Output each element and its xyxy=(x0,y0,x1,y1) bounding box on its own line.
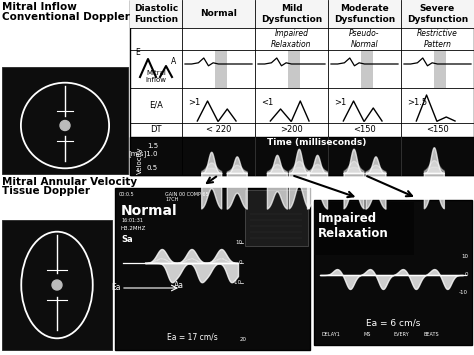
Text: 20: 20 xyxy=(240,337,247,342)
Text: 1.5: 1.5 xyxy=(147,143,158,149)
Text: Ea = 17 cm/s: Ea = 17 cm/s xyxy=(167,333,218,342)
Text: 00:0.5: 00:0.5 xyxy=(119,192,135,197)
Text: 0: 0 xyxy=(238,261,242,266)
Bar xyxy=(361,50,373,88)
Text: E: E xyxy=(136,48,140,57)
Text: Moderate
Dysfunction: Moderate Dysfunction xyxy=(334,4,395,24)
Text: 10: 10 xyxy=(461,255,468,260)
Bar xyxy=(2,220,112,350)
Text: Normal: Normal xyxy=(200,10,237,18)
Text: 0: 0 xyxy=(465,273,468,278)
Text: Mitral
Inflow: Mitral Inflow xyxy=(146,70,166,83)
Bar xyxy=(130,137,474,175)
Bar xyxy=(314,202,414,255)
Text: Mitral Inflow: Mitral Inflow xyxy=(2,2,77,12)
Text: Sa: Sa xyxy=(121,235,133,245)
Text: Velocity: Velocity xyxy=(137,146,143,174)
Bar xyxy=(434,50,446,88)
Text: <1: <1 xyxy=(261,98,273,107)
Text: -10: -10 xyxy=(459,290,468,295)
Text: Diastolic
Function: Diastolic Function xyxy=(134,4,178,24)
Text: -10: -10 xyxy=(233,280,242,285)
Bar xyxy=(215,50,227,88)
Text: <150: <150 xyxy=(426,126,449,135)
Bar xyxy=(245,190,308,246)
Text: A: A xyxy=(172,57,177,66)
Text: <150: <150 xyxy=(353,126,376,135)
Bar xyxy=(130,0,474,175)
Text: EVERY: EVERY xyxy=(394,332,410,337)
Text: Impaired
Relaxation: Impaired Relaxation xyxy=(271,29,312,49)
Text: >1.5: >1.5 xyxy=(407,98,427,107)
Text: Severe
Dysfunction: Severe Dysfunction xyxy=(407,4,468,24)
Bar xyxy=(288,50,300,88)
Text: Mitral Annular Velocity: Mitral Annular Velocity xyxy=(2,177,137,187)
Circle shape xyxy=(52,280,62,290)
Text: MS: MS xyxy=(364,332,371,337)
Text: Aa: Aa xyxy=(173,281,183,290)
Text: Restrictive
Pattern: Restrictive Pattern xyxy=(417,29,458,49)
Text: < 220: < 220 xyxy=(206,126,231,135)
Text: Pseudo-
Normal: Pseudo- Normal xyxy=(349,29,380,49)
Text: 17CH: 17CH xyxy=(165,197,178,202)
Text: DT: DT xyxy=(150,126,162,135)
Text: E/A: E/A xyxy=(149,101,163,110)
Text: Ea: Ea xyxy=(111,284,121,293)
Text: >200: >200 xyxy=(280,126,303,135)
Text: [m/s]1.0: [m/s]1.0 xyxy=(128,151,158,158)
Bar xyxy=(130,0,474,28)
Text: H3.2MHZ: H3.2MHZ xyxy=(121,226,146,231)
Text: 0.5: 0.5 xyxy=(147,165,158,171)
Text: Ea = 6 cm/s: Ea = 6 cm/s xyxy=(366,318,420,328)
Text: BEATS: BEATS xyxy=(424,332,439,337)
Text: Mild
Dysfunction: Mild Dysfunction xyxy=(261,4,322,24)
Text: >1: >1 xyxy=(188,98,200,107)
Text: DELAY1: DELAY1 xyxy=(322,332,341,337)
Text: Conventional Doppler: Conventional Doppler xyxy=(2,12,130,22)
Text: 10: 10 xyxy=(235,240,242,246)
Text: 16:01:31: 16:01:31 xyxy=(121,218,143,223)
Text: Time (milliseconds): Time (milliseconds) xyxy=(267,137,367,147)
Text: >1: >1 xyxy=(334,98,346,107)
Circle shape xyxy=(60,120,70,131)
Text: Tissue Doppler: Tissue Doppler xyxy=(2,186,90,196)
Bar xyxy=(115,188,310,350)
Text: Impaired
Relaxation: Impaired Relaxation xyxy=(318,212,389,240)
Text: Normal: Normal xyxy=(121,204,178,218)
Text: GAIN 00 COMP 65: GAIN 00 COMP 65 xyxy=(165,192,209,197)
Bar xyxy=(314,200,472,345)
Bar xyxy=(2,67,128,174)
